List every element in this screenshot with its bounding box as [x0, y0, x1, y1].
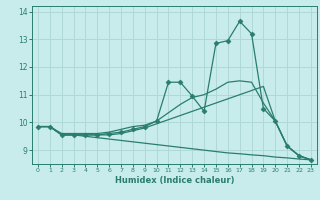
X-axis label: Humidex (Indice chaleur): Humidex (Indice chaleur): [115, 176, 234, 185]
